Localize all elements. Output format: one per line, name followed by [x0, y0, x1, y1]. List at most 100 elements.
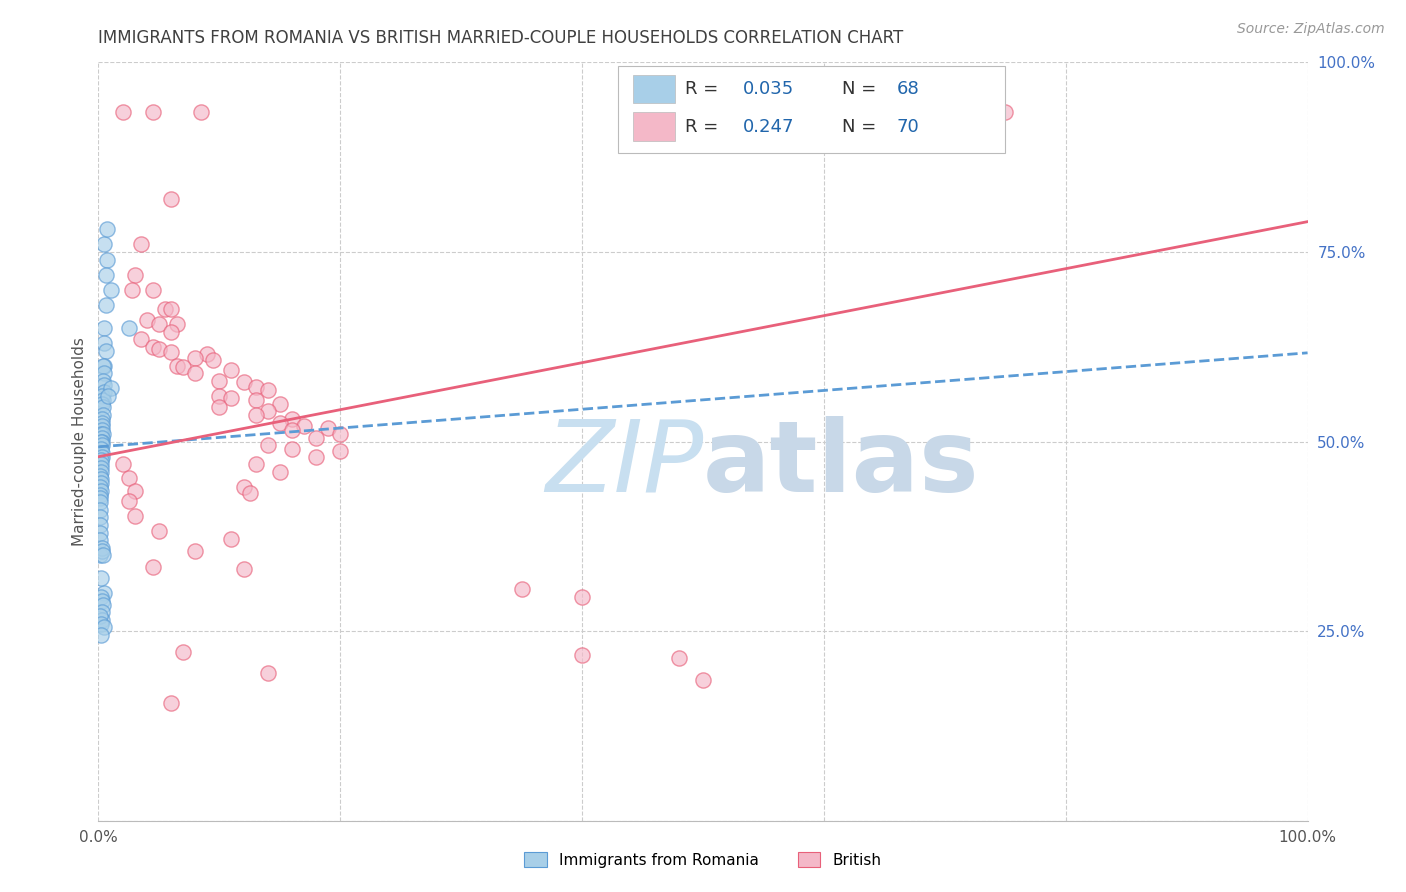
- Point: [166, 359, 188, 373]
- Point: [93, 237, 115, 252]
- Point: [256, 383, 278, 397]
- Point: [118, 320, 141, 334]
- Point: [510, 582, 533, 597]
- Point: [91, 598, 114, 612]
- Point: [208, 401, 231, 415]
- Point: [118, 471, 141, 485]
- Point: [160, 192, 183, 206]
- Point: [91, 419, 114, 434]
- Point: [221, 391, 243, 405]
- Point: [93, 385, 115, 400]
- Point: [195, 347, 218, 361]
- Point: [89, 503, 111, 517]
- Point: [160, 325, 183, 339]
- Point: [232, 480, 254, 494]
- Point: [94, 298, 117, 312]
- Text: R =: R =: [685, 118, 724, 136]
- Point: [90, 458, 112, 472]
- Point: [93, 586, 115, 600]
- Point: [232, 562, 254, 576]
- Point: [100, 283, 122, 297]
- Point: [172, 645, 194, 659]
- Point: [90, 461, 112, 475]
- Point: [329, 443, 352, 458]
- Point: [93, 366, 115, 380]
- FancyBboxPatch shape: [619, 66, 1005, 153]
- Text: atlas: atlas: [703, 416, 980, 513]
- Point: [281, 442, 304, 457]
- Point: [93, 377, 115, 392]
- Point: [91, 544, 114, 558]
- Point: [91, 423, 114, 437]
- Point: [305, 431, 328, 445]
- Point: [91, 605, 114, 619]
- Point: [89, 525, 111, 540]
- Point: [692, 673, 714, 688]
- Point: [90, 434, 112, 449]
- Point: [256, 665, 278, 680]
- Text: R =: R =: [685, 80, 724, 98]
- Point: [269, 465, 291, 479]
- Point: [93, 320, 115, 334]
- Text: N =: N =: [842, 118, 882, 136]
- Point: [292, 419, 315, 434]
- Point: [94, 343, 117, 358]
- Point: [91, 427, 114, 442]
- Point: [91, 412, 114, 426]
- Text: 0.247: 0.247: [742, 118, 794, 136]
- Point: [91, 594, 114, 608]
- Point: [269, 416, 291, 430]
- Point: [111, 458, 134, 472]
- Point: [121, 283, 143, 297]
- Point: [89, 608, 111, 623]
- Point: [208, 389, 231, 403]
- Text: ZIP: ZIP: [544, 416, 703, 513]
- Point: [89, 533, 111, 548]
- Point: [190, 104, 212, 119]
- Point: [89, 480, 111, 494]
- Point: [571, 648, 593, 663]
- Point: [90, 442, 112, 457]
- Point: [124, 508, 146, 523]
- Point: [91, 374, 114, 388]
- FancyBboxPatch shape: [633, 75, 675, 103]
- Point: [148, 317, 170, 331]
- Point: [91, 541, 114, 555]
- Point: [148, 342, 170, 356]
- Point: [90, 453, 112, 467]
- Point: [100, 382, 122, 396]
- Point: [221, 532, 243, 546]
- Point: [232, 376, 254, 390]
- Point: [202, 352, 225, 367]
- Point: [89, 491, 111, 506]
- Point: [90, 476, 112, 491]
- Point: [281, 412, 304, 426]
- Point: [90, 427, 112, 442]
- Point: [329, 427, 352, 442]
- Text: 70: 70: [897, 118, 920, 136]
- Point: [91, 396, 114, 410]
- Point: [172, 360, 194, 375]
- Point: [281, 423, 304, 437]
- Point: [129, 237, 152, 252]
- Point: [97, 389, 120, 403]
- Point: [135, 313, 157, 327]
- Text: N =: N =: [842, 80, 882, 98]
- Text: 0.035: 0.035: [742, 80, 794, 98]
- Point: [184, 544, 207, 558]
- Point: [90, 483, 112, 498]
- Point: [90, 473, 112, 487]
- Point: [96, 252, 118, 267]
- Point: [91, 613, 114, 627]
- Point: [93, 359, 115, 373]
- Point: [124, 268, 146, 282]
- Point: [91, 392, 114, 407]
- Point: [142, 283, 165, 297]
- Point: [90, 616, 112, 631]
- Point: [160, 696, 183, 710]
- Point: [91, 548, 114, 563]
- Point: [256, 404, 278, 418]
- Point: [89, 510, 111, 524]
- Point: [160, 301, 183, 316]
- Point: [94, 268, 117, 282]
